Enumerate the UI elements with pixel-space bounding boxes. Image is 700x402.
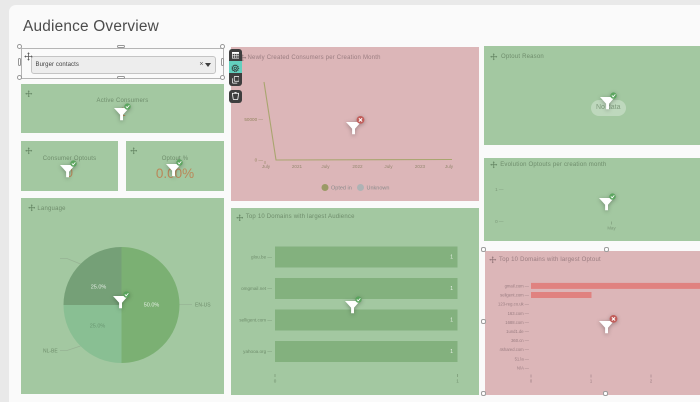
svg-text:1: 1 [450,255,453,261]
svg-text:163.com —: 163.com — [507,310,529,315]
svg-text:0: 0 [274,379,277,384]
svg-text:omgmail.net —: omgmail.net — [241,286,272,291]
svg-text:2021: 2021 [292,164,303,169]
svg-text:2022: 2022 [352,164,363,169]
svg-text:NL-BE: NL-BE [43,349,58,355]
svg-text:1: 1 [456,379,459,384]
svg-text:N/A —: N/A — [516,365,529,370]
svg-text:1: 1 [450,286,453,292]
svg-text:July: July [445,164,454,169]
svg-text:4shared.com —: 4shared.com — [499,347,529,352]
svg-text:50.0%: 50.0% [144,303,160,309]
svg-text:selligent.com —: selligent.com — [239,318,272,323]
svg-text:July: July [384,164,393,169]
svg-text:2023: 2023 [415,164,426,169]
svg-text:0: 0 [529,378,532,383]
svg-text:360.cn —: 360.cn — [511,338,530,343]
svg-text:1688.com —: 1688.com — [505,319,530,324]
svg-text:July: July [262,164,271,169]
svg-text:50000 —: 50000 — [244,117,263,122]
svg-text:glou.be —: glou.be — [251,255,272,260]
svg-text:25.0%: 25.0% [91,285,107,291]
svg-text:2: 2 [649,378,652,383]
svg-text:1: 1 [450,349,453,355]
svg-text:123-reg.co.uk —: 123-reg.co.uk — [498,301,530,306]
svg-text:Unknown: Unknown [367,186,390,192]
svg-text:1und1.de —: 1und1.de — [506,329,530,334]
svg-text:51.la —: 51.la — [514,356,529,361]
svg-text:Opted in: Opted in [331,186,352,192]
svg-text:EN-US: EN-US [195,303,211,309]
svg-text:May: May [607,225,616,230]
svg-text:0 —: 0 — [495,219,504,224]
svg-text:yahooa.org —: yahooa.org — [243,349,272,354]
svg-text:1: 1 [450,318,453,324]
svg-text:1 —: 1 — [495,187,504,192]
svg-text:July: July [321,164,330,169]
svg-text:0 —: 0 — [255,158,264,163]
svg-text:1: 1 [589,378,592,383]
svg-text:gmail.com —: gmail.com — [504,283,529,288]
svg-text:25.0%: 25.0% [90,324,106,330]
svg-text:seligent.com —: seligent.com — [500,292,530,297]
